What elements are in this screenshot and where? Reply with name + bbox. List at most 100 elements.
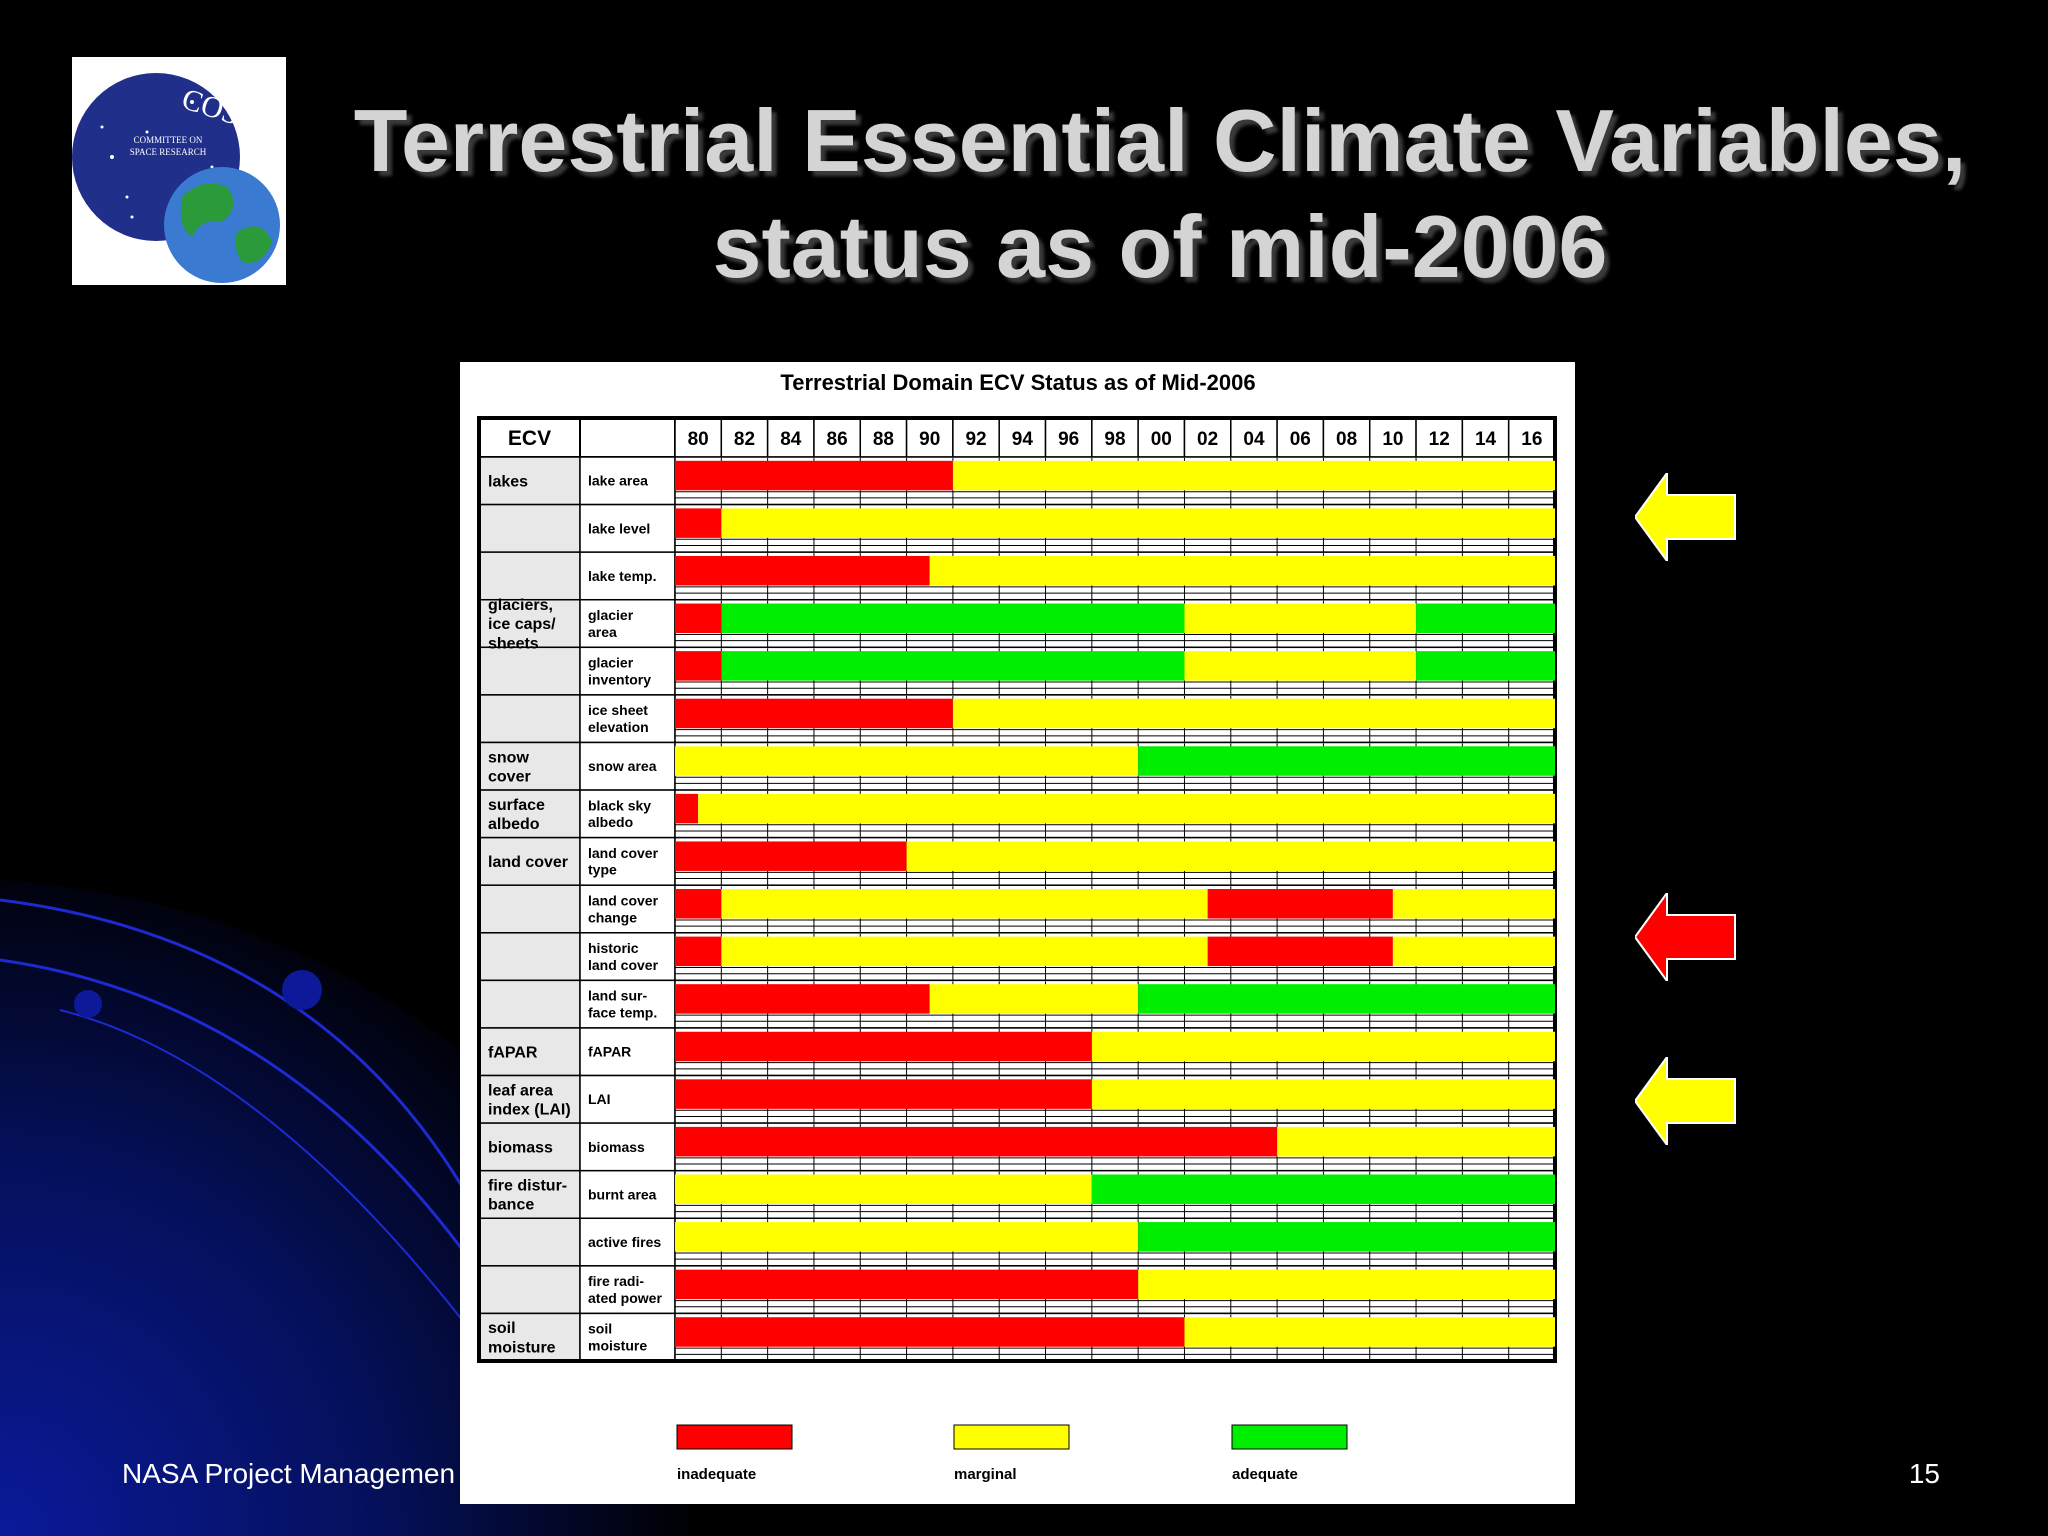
status-bar-marginal	[1091, 1031, 1555, 1062]
status-bar-adequate	[1138, 1222, 1555, 1252]
year-tick-label: 92	[965, 429, 986, 450]
status-bar-marginal	[721, 508, 1555, 538]
status-bar-marginal	[698, 793, 1555, 824]
variable-cell	[579, 503, 676, 553]
status-bar-marginal	[675, 746, 1139, 776]
ecv-label: land cover	[488, 854, 568, 871]
year-tick-label: 00	[1151, 429, 1172, 450]
ecv-cell	[478, 1027, 581, 1077]
ecv-label: glaciers, ice caps/sheets	[488, 597, 556, 652]
header-variable-cell	[579, 417, 676, 458]
status-bar-marginal	[929, 984, 1139, 1014]
ecv-cell	[478, 932, 581, 982]
status-bar-marginal	[1184, 603, 1417, 634]
chart-title: Terrestrial Domain ECV Status as of Mid-…	[780, 370, 1255, 395]
slide-title-line-2: status as of mid-2006	[712, 197, 1608, 296]
status-bar-inadequate	[675, 1317, 1185, 1347]
year-tick-label: 90	[919, 429, 940, 450]
variable-label: fAPAR	[588, 1044, 631, 1060]
year-header-cell	[766, 417, 815, 458]
status-bar-inadequate	[675, 555, 930, 586]
year-tick-label: 88	[873, 429, 894, 450]
year-header-cell	[1091, 417, 1139, 458]
year-tick-label: 08	[1336, 429, 1357, 450]
legend-label-adequate: adequate	[1232, 1466, 1298, 1483]
status-bar-adequate	[721, 651, 1185, 681]
year-header-cell	[998, 417, 1047, 458]
ecv-cell	[478, 836, 581, 886]
variable-label: soil moisture	[588, 1321, 647, 1354]
variable-label: ice sheet elevation	[588, 702, 649, 735]
ecv-label: fire distur-bance	[488, 1177, 567, 1213]
cospar-logo-graphic: COSPAR COMMITTEE ON SPACE RESEARCH	[72, 73, 296, 283]
variable-cell	[579, 789, 676, 839]
variable-label: historic land cover	[588, 940, 659, 973]
status-bar-marginal	[721, 889, 1208, 919]
ecv-label: lakes	[488, 473, 528, 490]
variable-cell	[579, 1122, 676, 1172]
year-tick-label: 04	[1243, 429, 1265, 450]
year-tick-label: 14	[1475, 429, 1497, 450]
status-bar-marginal	[1138, 1269, 1555, 1300]
year-header-cell	[1183, 417, 1232, 458]
ecv-cell	[478, 646, 581, 696]
ecv-label: snow cover	[488, 749, 531, 785]
variable-label: land sur-face temp.	[588, 988, 657, 1021]
variable-cell	[579, 456, 676, 506]
status-bar-marginal	[929, 555, 1555, 586]
variable-label: biomass	[588, 1139, 645, 1155]
status-bar-marginal	[1277, 1126, 1555, 1157]
ecv-cell	[478, 694, 581, 744]
status-bar-adequate	[721, 603, 1185, 634]
variable-cell	[579, 1217, 676, 1267]
legend-swatch-inadequate	[676, 1424, 793, 1450]
ecv-label: soil moisture	[488, 1320, 556, 1356]
year-tick-label: 12	[1429, 429, 1450, 450]
status-bar-adequate	[1138, 984, 1555, 1014]
slide-title-line-1: Terrestrial Essential Climate Variables,	[353, 91, 1967, 190]
status-bar-marginal	[1091, 1079, 1555, 1109]
status-bar-marginal	[1184, 651, 1417, 681]
variable-label: lake temp.	[588, 568, 656, 584]
year-header-cell	[1230, 417, 1278, 458]
status-bar-inadequate	[675, 1126, 1278, 1157]
ecv-label: surface albedo	[488, 797, 545, 833]
year-tick-label: 96	[1058, 429, 1079, 450]
status-bar-adequate	[1416, 651, 1555, 681]
arrow-red-land-cover-change	[1635, 893, 1736, 981]
logo-subtext-1: COMMITTEE ON	[134, 135, 203, 145]
status-bar-marginal	[1184, 1317, 1555, 1347]
status-bar-marginal	[1392, 889, 1555, 919]
status-bar-adequate	[1138, 746, 1555, 776]
year-tick-label: 02	[1197, 429, 1218, 450]
year-header-cell	[952, 417, 1000, 458]
status-bar-inadequate	[675, 793, 699, 824]
ecv-label: fAPAR	[488, 1044, 538, 1061]
variable-label: land cover change	[588, 893, 659, 926]
status-bar-adequate	[1416, 603, 1555, 634]
status-bar-marginal	[675, 1222, 1139, 1252]
status-bar-inadequate	[675, 1269, 1139, 1300]
variable-label: lake area	[588, 473, 648, 489]
ecv-status-chart: Terrestrial Domain ECV Status as of Mid-…	[477, 370, 1557, 1483]
page-number: 15	[1908, 1458, 1940, 1489]
year-tick-label: 06	[1290, 429, 1311, 450]
status-bar-inadequate	[675, 1031, 1092, 1062]
footer-text: NASA Project Managemen	[122, 1458, 456, 1489]
header-ecv-label: ECV	[508, 427, 551, 450]
status-bar-inadequate	[675, 698, 953, 729]
ecv-cell	[478, 456, 581, 506]
variable-label: land cover type	[588, 845, 659, 878]
year-tick-label: 94	[1012, 429, 1034, 450]
variable-label: glacier area	[588, 607, 634, 640]
variable-label: active fires	[588, 1234, 661, 1250]
status-bar-inadequate	[675, 508, 722, 538]
status-bar-marginal	[952, 698, 1555, 729]
status-bar-inadequate	[1207, 936, 1393, 967]
year-tick-label: 84	[780, 429, 802, 450]
status-bar-marginal	[675, 1174, 1092, 1204]
year-tick-label: 98	[1104, 429, 1125, 450]
status-bar-inadequate	[675, 936, 722, 967]
ecv-label: leaf area index (LAI)	[488, 1082, 571, 1118]
slide-title: Terrestrial Essential Climate Variables,…	[300, 88, 2020, 300]
